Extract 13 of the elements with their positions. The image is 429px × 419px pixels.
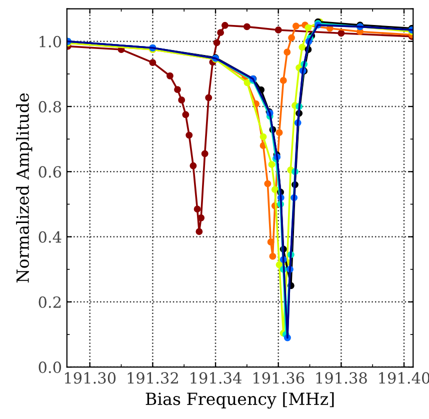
x-tick-label: 191.34 [190, 372, 242, 384]
y-tick-label: 0.4 [38, 231, 62, 243]
y-tick-label: 0.6 [38, 166, 62, 178]
y-tick-label: 0.2 [38, 296, 61, 308]
x-axis-title: Bias Frequency [MHz] [146, 392, 334, 409]
x-tick-label: 191.36 [253, 372, 304, 384]
x-tick-label: 191.38 [316, 372, 367, 384]
y-tick-label: 0.0 [38, 362, 62, 374]
y-tick-label: 1.0 [40, 36, 62, 48]
x-tick-label: 191.30 [64, 372, 116, 384]
y-tick-label: 0.8 [38, 100, 62, 113]
y-axis-title: Normalized Amplitude [16, 93, 32, 282]
x-tick-label: 191.32 [128, 372, 178, 384]
